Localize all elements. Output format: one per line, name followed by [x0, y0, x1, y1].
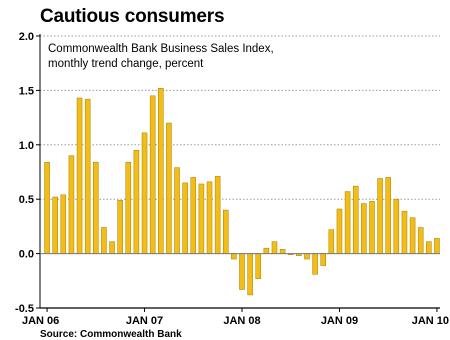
- bar: [369, 201, 375, 254]
- bar: [247, 253, 253, 296]
- y-tick-label: 1.5: [19, 85, 34, 97]
- bar: [44, 161, 50, 254]
- bar: [117, 200, 123, 254]
- bar: [417, 227, 424, 254]
- source-note: Source: Commonwealth Bank: [40, 329, 182, 340]
- bar: [222, 209, 229, 254]
- bar: [206, 181, 213, 254]
- bar: [93, 161, 99, 254]
- bar: [255, 253, 262, 279]
- bar: [101, 227, 107, 254]
- subtitle-line: Commonwealth Bank Business Sales Index,: [48, 43, 274, 55]
- y-tick-label: 1.0: [19, 140, 34, 152]
- y-tick-label: 2.0: [19, 31, 34, 43]
- bar: [60, 194, 67, 254]
- bar: [393, 198, 400, 254]
- bar: [263, 247, 270, 254]
- y-tick-label: 0.5: [19, 194, 34, 206]
- bar: [361, 203, 367, 254]
- bar: [344, 191, 351, 254]
- bar: [174, 167, 180, 254]
- bar: [84, 98, 91, 254]
- bar: [109, 241, 115, 254]
- x-tick-label: JAN 07: [126, 315, 163, 327]
- bar: [426, 241, 432, 254]
- bar: [434, 238, 440, 254]
- bar: [320, 253, 326, 266]
- y-tick-label: 0.0: [19, 249, 34, 261]
- bar: [409, 217, 416, 254]
- bar: [133, 149, 140, 254]
- bar: [149, 95, 156, 254]
- bar: [52, 196, 58, 254]
- bar: [271, 241, 278, 254]
- chart-title: Cautious consumers: [40, 6, 225, 27]
- bar: [279, 248, 286, 254]
- bar: [76, 97, 83, 254]
- x-tick-label: JAN 09: [321, 315, 358, 327]
- bar: [198, 183, 205, 254]
- bar: [182, 182, 188, 254]
- x-tick-label: JAN 10: [412, 315, 449, 327]
- bar: [214, 176, 221, 254]
- axes: [39, 34, 440, 309]
- bar: [385, 177, 391, 254]
- bar: [231, 253, 237, 260]
- bar: [141, 132, 148, 254]
- x-tick-label: JAN 06: [22, 315, 59, 327]
- bar: [125, 161, 132, 254]
- bar: [190, 177, 197, 254]
- subtitle-line: monthly trend change, percent: [48, 58, 204, 70]
- bar: [336, 208, 343, 254]
- bar: [304, 253, 310, 260]
- bar: [312, 253, 318, 275]
- y-tick-label: -0.5: [15, 303, 34, 315]
- bar: [352, 185, 359, 254]
- y-axis-ticks: 2.0 1.5 1.0 0.5 0.0 -0.5: [15, 31, 40, 315]
- bar-series: [44, 87, 440, 296]
- bar: [239, 253, 245, 290]
- x-axis-ticks: JAN 06 JAN 07 JAN 08 JAN 09 JAN 10: [22, 308, 449, 327]
- bar: [401, 210, 408, 254]
- chart-subtitle: Commonwealth Bank Business Sales Index, m…: [48, 43, 274, 70]
- bar: [328, 229, 335, 254]
- bar: [158, 87, 164, 254]
- x-tick-label: JAN 08: [223, 315, 260, 327]
- bar: [166, 122, 172, 254]
- bar: [68, 155, 75, 254]
- bar: [377, 178, 383, 254]
